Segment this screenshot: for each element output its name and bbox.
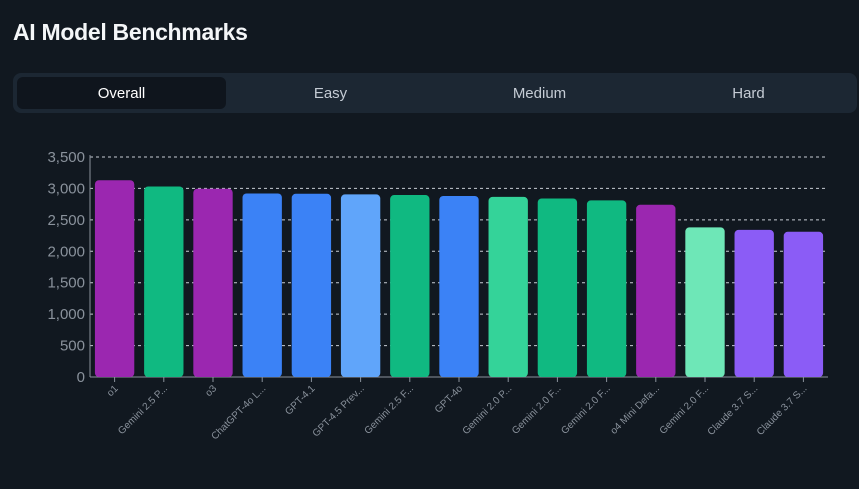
benchmark-chart: 0 500 1,000 1,500 2,000 2,500 3,000 3,500 o1 Gemi… bbox=[0, 130, 859, 489]
x-tick-label: Gemini 2.0 F... bbox=[510, 383, 563, 436]
bar[interactable] bbox=[144, 186, 184, 377]
bar[interactable] bbox=[783, 231, 824, 377]
bar-chart-svg: 05001,0001,5002,0002,5003,0003,500o1Gemi… bbox=[47, 149, 828, 442]
y-tick-label: 2,000 bbox=[47, 243, 85, 260]
y-tick-label: 500 bbox=[60, 338, 85, 355]
x-tick-label: Gemini 2.0 F... bbox=[559, 383, 612, 436]
tab-easy[interactable]: Easy bbox=[313, 84, 348, 102]
tab-overall[interactable]: Overall bbox=[17, 77, 226, 109]
y-tick-label: 0 bbox=[77, 369, 85, 386]
bar[interactable] bbox=[291, 193, 332, 377]
bar[interactable] bbox=[242, 193, 282, 377]
bar[interactable] bbox=[636, 204, 676, 377]
x-tick-label: GPT-4.1 bbox=[283, 383, 317, 417]
tab-hard[interactable]: Hard bbox=[732, 84, 765, 102]
bar[interactable] bbox=[537, 198, 578, 377]
x-tick-label: Gemini 2.0 F... bbox=[658, 383, 711, 436]
bar[interactable] bbox=[193, 188, 233, 377]
x-tick-label: ChatGPT-4o L... bbox=[209, 383, 268, 442]
bar[interactable] bbox=[685, 227, 725, 377]
page-title: AI Model Benchmarks bbox=[13, 19, 248, 45]
tab-medium[interactable]: Medium bbox=[512, 84, 567, 102]
x-tick-label: Gemini 2.5 F... bbox=[363, 383, 416, 436]
y-tick-label: 3,000 bbox=[47, 180, 85, 197]
x-tick-label: Gemini 2.5 P... bbox=[116, 383, 170, 437]
x-tick-label: Gemini 2.0 P... bbox=[461, 383, 515, 437]
y-tick-label: 1,000 bbox=[47, 306, 85, 323]
x-tick-label: o1 bbox=[105, 383, 121, 399]
y-tick-label: 2,500 bbox=[47, 212, 85, 229]
bar[interactable] bbox=[439, 195, 479, 377]
x-tick-label: GPT-4.5 Prev... bbox=[311, 383, 367, 439]
x-tick-label: o3 bbox=[203, 383, 219, 399]
x-tick-label: o4 Mini Defa... bbox=[609, 383, 662, 436]
x-tick-label: Claude 3.7 S... bbox=[755, 383, 810, 438]
x-tick-label: Claude 3.7 S... bbox=[706, 383, 761, 438]
bar[interactable] bbox=[340, 194, 381, 377]
bar[interactable] bbox=[586, 200, 627, 377]
bar[interactable] bbox=[734, 229, 774, 377]
bar[interactable] bbox=[94, 180, 135, 377]
bar[interactable] bbox=[390, 195, 430, 377]
x-tick-label: GPT-4o bbox=[433, 383, 465, 415]
difficulty-tabs: Overall Easy Medium Hard bbox=[13, 73, 857, 113]
y-tick-label: 3,500 bbox=[47, 149, 85, 166]
bar[interactable] bbox=[488, 196, 528, 377]
y-tick-label: 1,500 bbox=[47, 275, 85, 292]
